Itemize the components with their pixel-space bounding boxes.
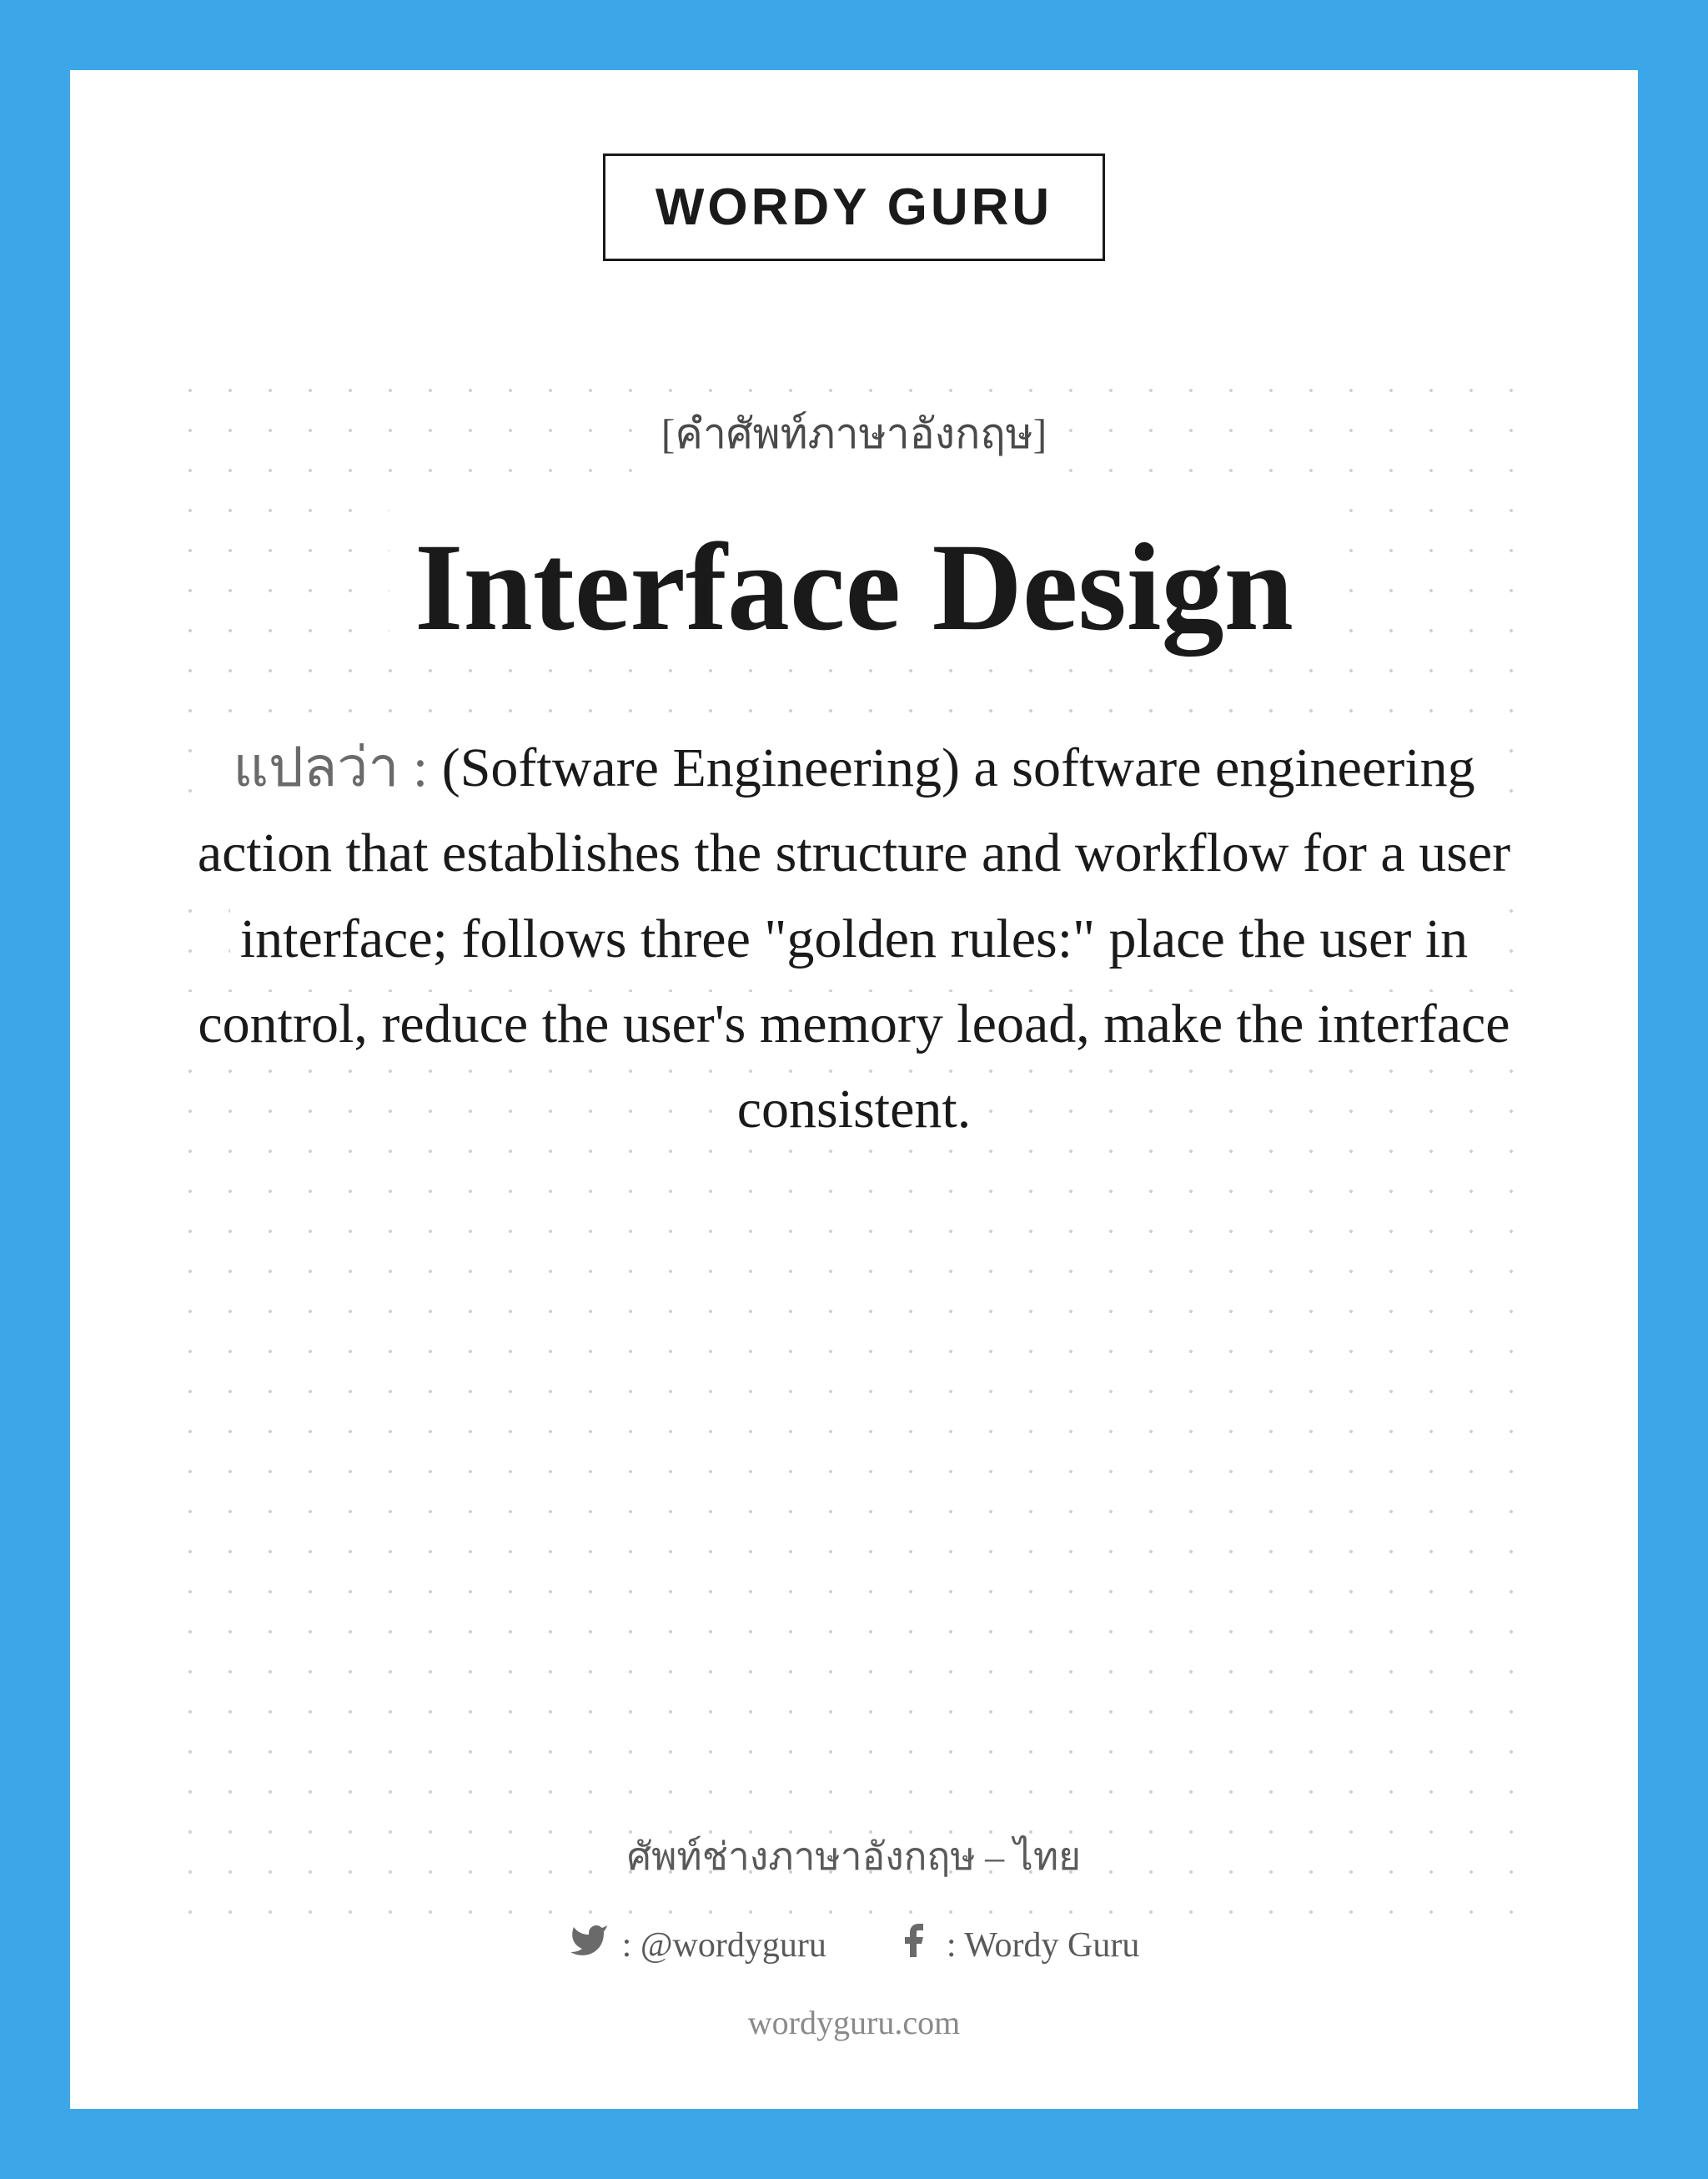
logo-box: WORDY GURU <box>603 153 1105 261</box>
facebook-item: : Wordy Guru <box>893 1920 1140 1970</box>
category-label: [คำศัพท์ภาษาอังกฤษ] <box>645 395 1064 474</box>
footer: ศัพท์ช่างภาษาอังกฤษ – ไทย : @wordyguru :… <box>70 1826 1638 2042</box>
term-title: Interface Design <box>389 507 1319 667</box>
logo-text: WORDY GURU <box>656 178 1052 237</box>
twitter-icon <box>569 1920 609 1970</box>
facebook-icon <box>893 1920 933 1970</box>
content-wrapper: WORDY GURU [คำศัพท์ภาษาอังกฤษ] Interface… <box>170 153 1538 1152</box>
footer-title: ศัพท์ช่างภาษาอังกฤษ – ไทย <box>627 1826 1081 1887</box>
twitter-handle: : @wordyguru <box>622 1925 826 1965</box>
definition-prefix: แปลว่า : <box>233 737 428 798</box>
definition-block: แปลว่า : (Software Engineering) a softwa… <box>170 726 1538 1152</box>
website: wordyguru.com <box>748 2003 960 2042</box>
twitter-item: : @wordyguru <box>569 1920 826 1970</box>
card-container: WORDY GURU [คำศัพท์ภาษาอังกฤษ] Interface… <box>70 70 1638 2109</box>
social-row: : @wordyguru : Wordy Guru <box>569 1920 1140 1970</box>
facebook-handle: : Wordy Guru <box>947 1925 1140 1965</box>
